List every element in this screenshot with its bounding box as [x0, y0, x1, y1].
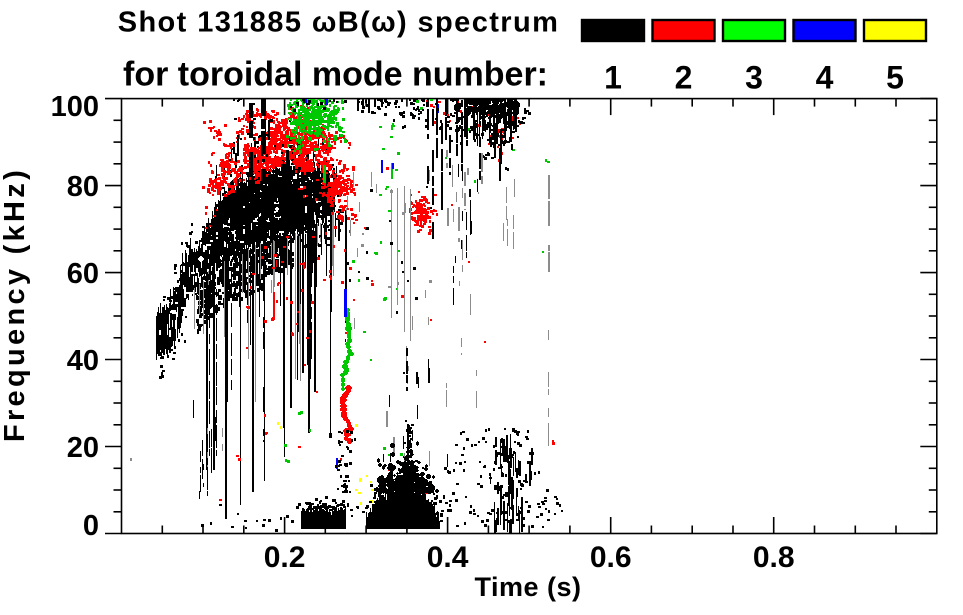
svg-text:Time (s): Time (s)	[474, 572, 581, 602]
svg-text:80: 80	[67, 171, 99, 203]
svg-text:0.8: 0.8	[753, 541, 795, 574]
svg-text:60: 60	[67, 258, 99, 290]
svg-text:4: 4	[816, 60, 834, 96]
svg-text:Frequency (kHz): Frequency (kHz)	[0, 167, 31, 442]
svg-text:0.2: 0.2	[264, 541, 306, 574]
svg-text:2: 2	[675, 60, 693, 96]
svg-text:5: 5	[886, 60, 904, 96]
svg-text:100: 100	[51, 91, 99, 123]
svg-text:0.4: 0.4	[427, 541, 469, 574]
svg-text:0: 0	[83, 510, 99, 542]
svg-text:3: 3	[745, 60, 763, 96]
svg-text:Shot 131885 ωB(ω) spectrum: Shot 131885 ωB(ω) spectrum	[118, 7, 560, 39]
svg-text:0.6: 0.6	[590, 541, 632, 574]
svg-text:1: 1	[604, 60, 622, 96]
svg-text:20: 20	[67, 432, 99, 464]
svg-text:for toroidal mode number:: for toroidal mode number:	[123, 56, 548, 94]
svg-text:40: 40	[67, 345, 99, 377]
